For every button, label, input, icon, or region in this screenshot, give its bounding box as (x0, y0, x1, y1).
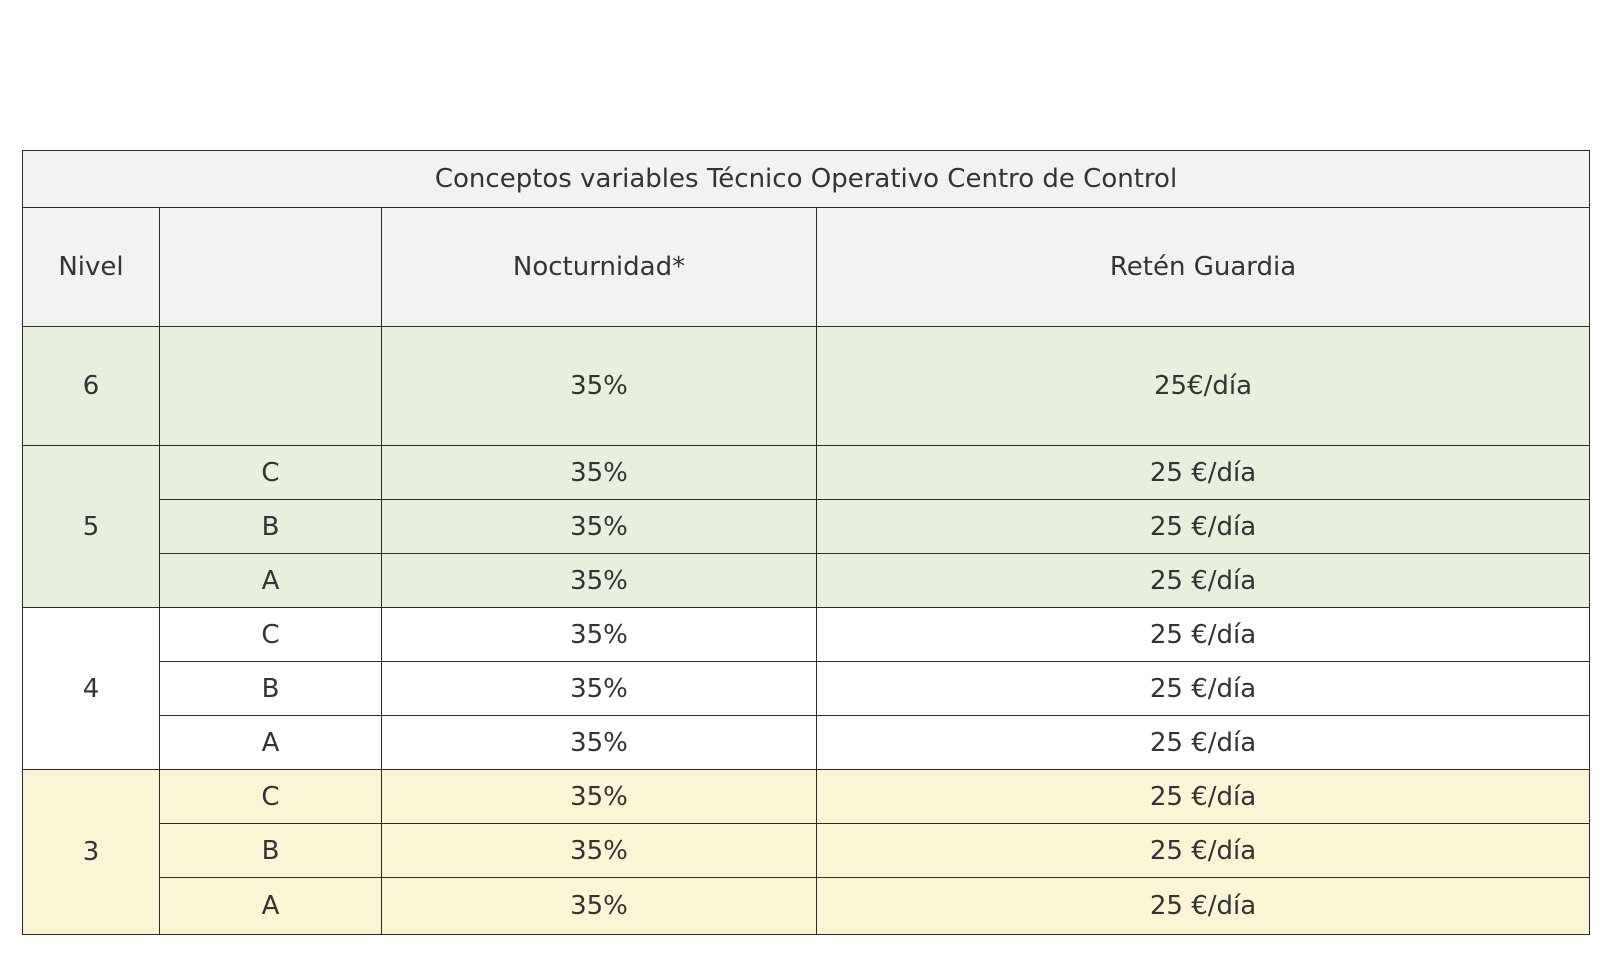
nocturnidad-cell: 35% (381, 715, 817, 770)
reten-guardia-cell: 25 €/día (815, 823, 1591, 878)
nocturnidad-cell: 35% (381, 607, 817, 662)
reten-guardia-cell: 25 €/día (815, 715, 1591, 770)
sub-cell: C (159, 445, 382, 500)
reten-guardia-cell: 25 €/día (815, 769, 1591, 824)
nocturnidad-cell: 35% (381, 661, 817, 716)
nocturnidad-cell: 35% (381, 553, 817, 608)
header-sub (159, 207, 382, 327)
table-row: B 35% 25 €/día (23, 661, 1591, 716)
reten-guardia-cell: 25 €/día (815, 499, 1591, 554)
table-title: Conceptos variables Técnico Operativo Ce… (21, 150, 1591, 208)
nocturnidad-cell: 35% (381, 823, 817, 878)
sub-cell: A (159, 715, 382, 770)
table-row: 3 C 35% 25 €/día (22, 769, 1591, 935)
table-row: 5 C 35% 25 €/día (22, 445, 1591, 608)
sub-cell: B (159, 499, 382, 554)
sub-cell: B (159, 823, 382, 878)
nivel-cell: 4 (22, 607, 160, 770)
table-body: 6 35% 25€/día 5 C 35% 25 €/día B 35% 25 €/día A 35%… (22, 326, 1591, 935)
reten-guardia-cell: 25 €/día (815, 607, 1591, 662)
sub-cell: B (159, 661, 382, 716)
reten-guardia-cell: 25 €/día (815, 553, 1591, 608)
reten-guardia-cell: 25 €/día (815, 877, 1591, 935)
table-row: 6 35% 25€/día (22, 326, 1591, 446)
nocturnidad-cell: 35% (381, 499, 817, 554)
nocturnidad-cell: 35% (381, 326, 817, 446)
header-nocturnidad: Nocturnidad* (381, 207, 817, 327)
header-reten-guardia: Retén Guardia (815, 207, 1591, 327)
reten-guardia-cell: 25 €/día (815, 661, 1591, 716)
nivel-cell: 5 (22, 445, 160, 608)
header-nivel: Nivel (22, 207, 160, 327)
nivel-cell: 3 (22, 769, 160, 935)
table-row: A 35% 25 €/día (23, 553, 1591, 608)
nocturnidad-cell: 35% (381, 445, 817, 500)
nivel-cell: 6 (22, 326, 160, 446)
nocturnidad-cell: 35% (381, 877, 817, 935)
nocturnidad-cell: 35% (381, 769, 817, 824)
conceptos-variables-table: Conceptos variables Técnico Operativo Ce… (21, 150, 1591, 935)
sub-cell: C (159, 607, 382, 662)
table-row: B 35% 25 €/día (23, 499, 1591, 554)
reten-guardia-cell: 25 €/día (815, 445, 1591, 500)
table-header-row: Nivel Nocturnidad* Retén Guardia (22, 207, 1591, 327)
sub-cell: C (159, 769, 382, 824)
table-row: A 35% 25 €/día (23, 715, 1591, 770)
table-row: A 35% 25 €/día (23, 877, 1591, 935)
sub-cell: A (159, 553, 382, 608)
table-row: 4 C 35% 25 €/día (22, 607, 1591, 770)
table-title-row: Conceptos variables Técnico Operativo Ce… (21, 150, 1591, 208)
reten-guardia-cell: 25€/día (815, 326, 1591, 446)
table-row: B 35% 25 €/día (23, 823, 1591, 878)
sub-cell (159, 326, 382, 446)
sub-cell: A (159, 877, 382, 935)
